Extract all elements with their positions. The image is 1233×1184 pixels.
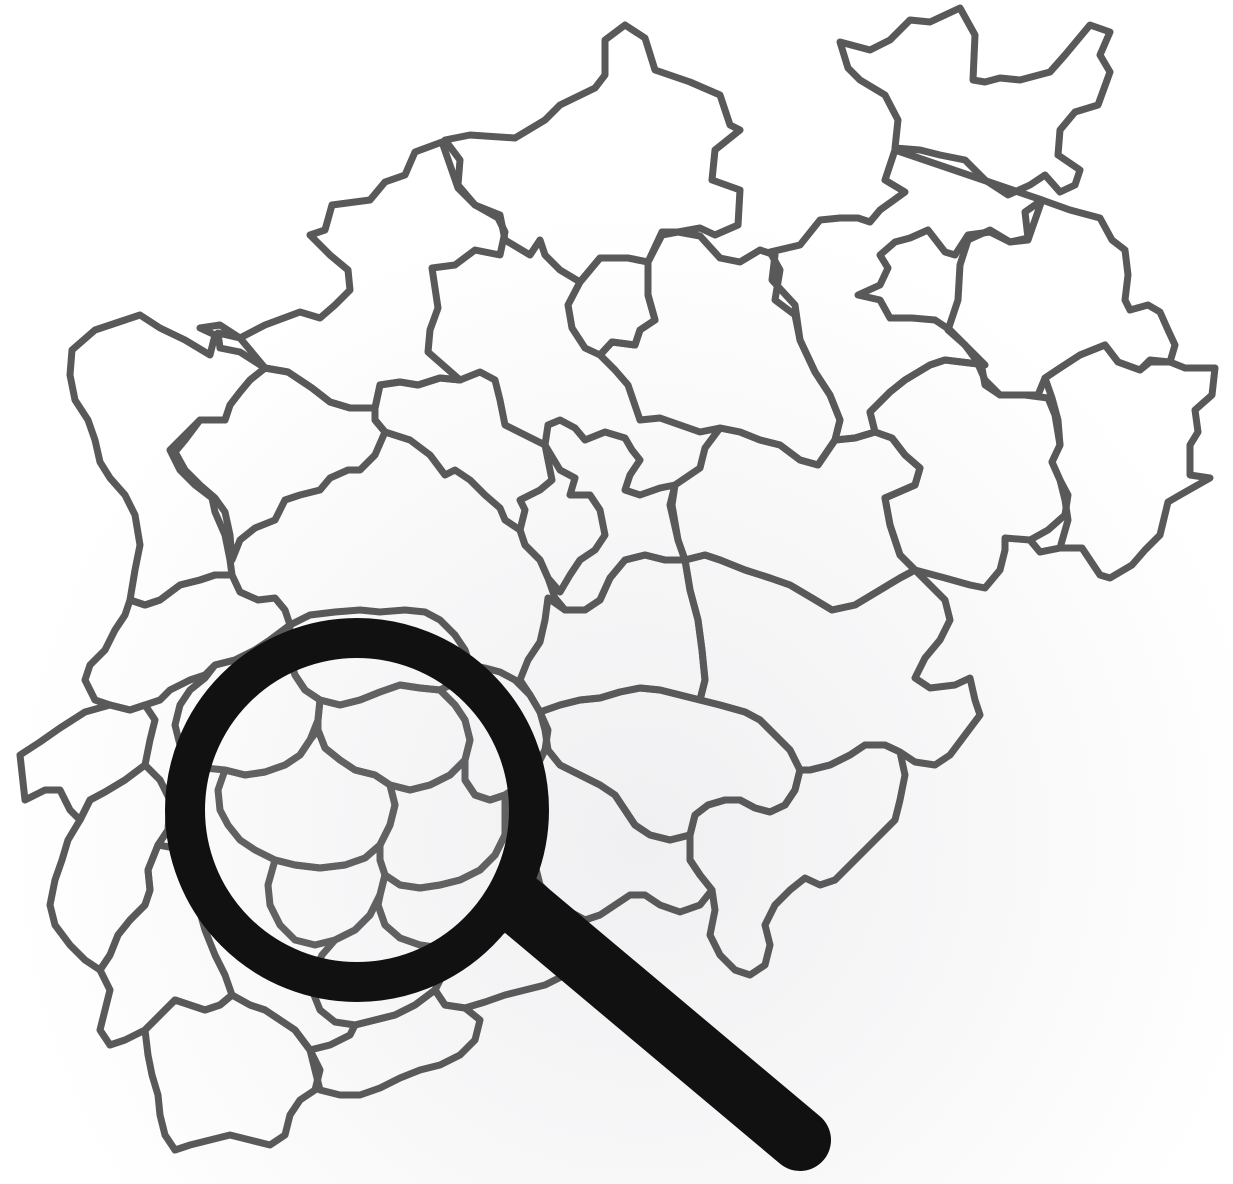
district-center-5 — [516, 441, 609, 596]
district-west-2 — [171, 364, 389, 564]
magnifier-handle — [489, 874, 831, 1171]
district-outlines — [16, 4, 1219, 1154]
district-west-6 — [96, 841, 236, 1049]
district-north-3 — [836, 4, 1114, 199]
district-east-3 — [1026, 341, 1219, 582]
district-west-7 — [141, 991, 324, 1154]
district-south-3 — [681, 551, 984, 774]
district-south-2 — [516, 551, 709, 716]
magnifier-lens — [165, 618, 549, 1002]
district-center-2 — [564, 254, 659, 359]
district-south-7 — [228, 986, 484, 1099]
district-south-4 — [686, 741, 909, 979]
